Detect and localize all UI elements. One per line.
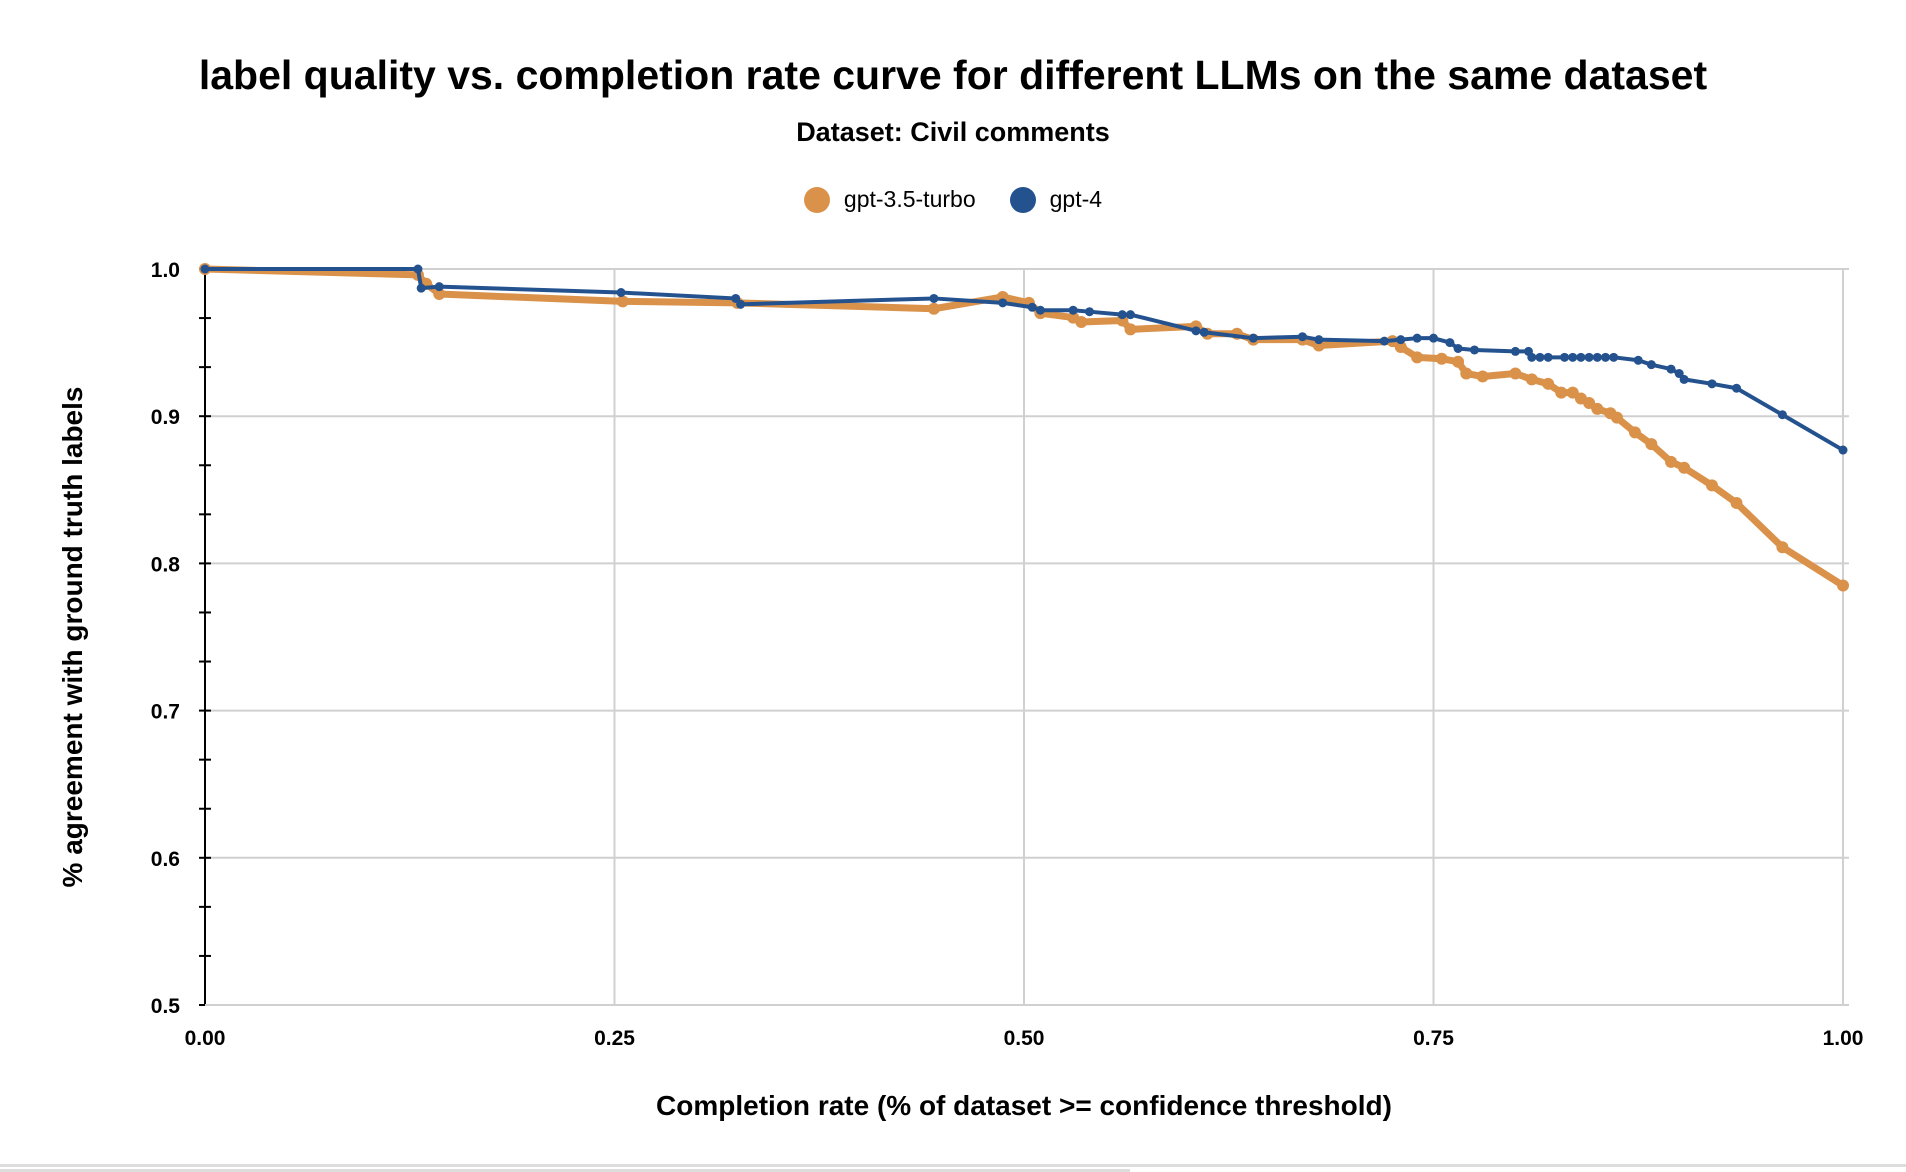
data-point-gpt-3.5-turbo [1460, 367, 1473, 380]
data-point-gpt-4 [1199, 327, 1209, 337]
data-point-gpt-4 [1646, 360, 1656, 370]
data-point-gpt-4 [416, 283, 426, 293]
data-point-gpt-4 [1584, 352, 1594, 362]
data-point-gpt-4 [1777, 410, 1787, 420]
data-point-gpt-4 [1412, 333, 1422, 343]
y-tick-label: 0.9 [151, 406, 180, 429]
data-point-gpt-4 [1379, 336, 1389, 346]
legend-item-gpt-3.5-turbo[interactable]: gpt-3.5-turbo [803, 186, 976, 213]
data-point-gpt-4 [616, 288, 626, 298]
legend-label: gpt-4 [1049, 186, 1103, 212]
data-point-gpt-4 [1396, 335, 1406, 345]
data-point-gpt-4 [1117, 310, 1127, 320]
chart-subtitle: Dataset: Civil comments [796, 117, 1110, 147]
data-point-gpt-3.5-turbo [1075, 315, 1088, 328]
data-point-gpt-3.5-turbo [1837, 579, 1849, 592]
x-tick-label: 0.25 [594, 1027, 635, 1050]
data-point-gpt-3.5-turbo [1476, 370, 1489, 383]
data-point-gpt-3.5-turbo [1610, 411, 1623, 424]
data-point-gpt-4 [1068, 305, 1078, 315]
data-point-gpt-4 [1510, 346, 1520, 356]
legend-marker-icon [803, 186, 830, 213]
divider [0, 1164, 1906, 1167]
data-point-gpt-4 [1248, 333, 1258, 343]
y-tick-label: 0.6 [151, 848, 180, 871]
data-point-gpt-4 [1027, 302, 1037, 312]
data-point-gpt-4 [200, 264, 210, 274]
data-point-gpt-3.5-turbo [1555, 386, 1568, 399]
y-tick-label: 1.0 [151, 259, 180, 282]
data-point-gpt-4 [736, 299, 746, 309]
data-point-gpt-4 [1666, 364, 1676, 374]
data-point-gpt-4 [1314, 335, 1324, 345]
data-point-gpt-4 [1600, 352, 1610, 362]
legend-item-gpt-4[interactable]: gpt-4 [1009, 186, 1103, 213]
data-point-gpt-3.5-turbo [1628, 426, 1641, 439]
data-point-gpt-3.5-turbo [1394, 341, 1407, 354]
legend: gpt-3.5-turbo gpt-4 [0, 186, 1906, 213]
legend-marker-icon [1009, 186, 1036, 213]
data-point-gpt-3.5-turbo [1665, 455, 1678, 468]
data-point-gpt-4 [929, 293, 939, 303]
data-point-gpt-4 [434, 282, 444, 292]
data-point-gpt-3.5-turbo [1730, 497, 1743, 510]
data-point-gpt-3.5-turbo [1705, 479, 1718, 492]
data-point-gpt-4 [1191, 326, 1201, 336]
x-tick-label: 0.50 [1004, 1027, 1045, 1050]
data-point-gpt-4 [1035, 305, 1045, 315]
data-point-gpt-3.5-turbo [1411, 351, 1424, 364]
data-point-gpt-4 [1732, 383, 1742, 393]
data-point-gpt-4 [1568, 352, 1578, 362]
data-point-gpt-4 [1445, 338, 1455, 348]
x-axis-label: Completion rate (% of dataset >= confide… [656, 1090, 1392, 1121]
divider [0, 1169, 1130, 1172]
x-tick-label: 0.75 [1413, 1027, 1454, 1050]
data-point-gpt-3.5-turbo [927, 302, 940, 315]
y-axis-label: % agreement with ground truth labels [57, 386, 88, 888]
data-point-gpt-4 [1707, 379, 1717, 389]
data-point-gpt-4 [1297, 332, 1307, 342]
data-point-gpt-3.5-turbo [1435, 352, 1448, 365]
data-point-gpt-3.5-turbo [1542, 377, 1555, 390]
data-point-gpt-4 [1527, 352, 1537, 362]
data-point-gpt-4 [1453, 343, 1463, 353]
data-point-gpt-3.5-turbo [1591, 402, 1604, 415]
data-point-gpt-3.5-turbo [616, 295, 629, 308]
data-point-gpt-3.5-turbo [1678, 461, 1691, 474]
y-tick-label: 0.8 [151, 553, 181, 576]
data-point-gpt-4 [1576, 352, 1586, 362]
data-point-gpt-4 [1560, 352, 1570, 362]
x-tick-label: 0.00 [185, 1027, 226, 1050]
data-point-gpt-3.5-turbo [433, 288, 446, 301]
data-point-gpt-3.5-turbo [1124, 323, 1137, 336]
data-point-gpt-4 [1838, 445, 1848, 455]
y-tick-label: 0.5 [151, 995, 181, 1018]
x-tick-label: 1.00 [1823, 1027, 1864, 1050]
data-point-gpt-4 [1679, 374, 1689, 384]
data-point-gpt-4 [1429, 333, 1438, 343]
data-point-gpt-4 [1543, 352, 1553, 362]
data-point-gpt-3.5-turbo [1452, 355, 1465, 368]
data-point-gpt-4 [413, 264, 423, 274]
data-point-gpt-4 [1085, 307, 1095, 317]
data-point-gpt-4 [1609, 352, 1619, 362]
data-point-gpt-3.5-turbo [1509, 367, 1522, 380]
data-point-gpt-3.5-turbo [1645, 438, 1658, 451]
y-tick-label: 0.7 [151, 701, 180, 724]
data-point-gpt-4 [998, 298, 1008, 308]
legend-label: gpt-3.5-turbo [843, 186, 976, 212]
data-point-gpt-4 [1633, 355, 1643, 365]
data-point-gpt-4 [1125, 310, 1135, 320]
chart-title: label quality vs. completion rate curve … [198, 52, 1708, 98]
data-point-gpt-4 [1674, 369, 1684, 379]
data-point-gpt-4 [1535, 352, 1545, 362]
data-point-gpt-3.5-turbo [1776, 541, 1789, 554]
data-point-gpt-4 [731, 293, 741, 303]
data-point-gpt-4 [1469, 345, 1479, 355]
data-point-gpt-3.5-turbo [1525, 373, 1538, 386]
data-point-gpt-4 [1592, 352, 1602, 362]
